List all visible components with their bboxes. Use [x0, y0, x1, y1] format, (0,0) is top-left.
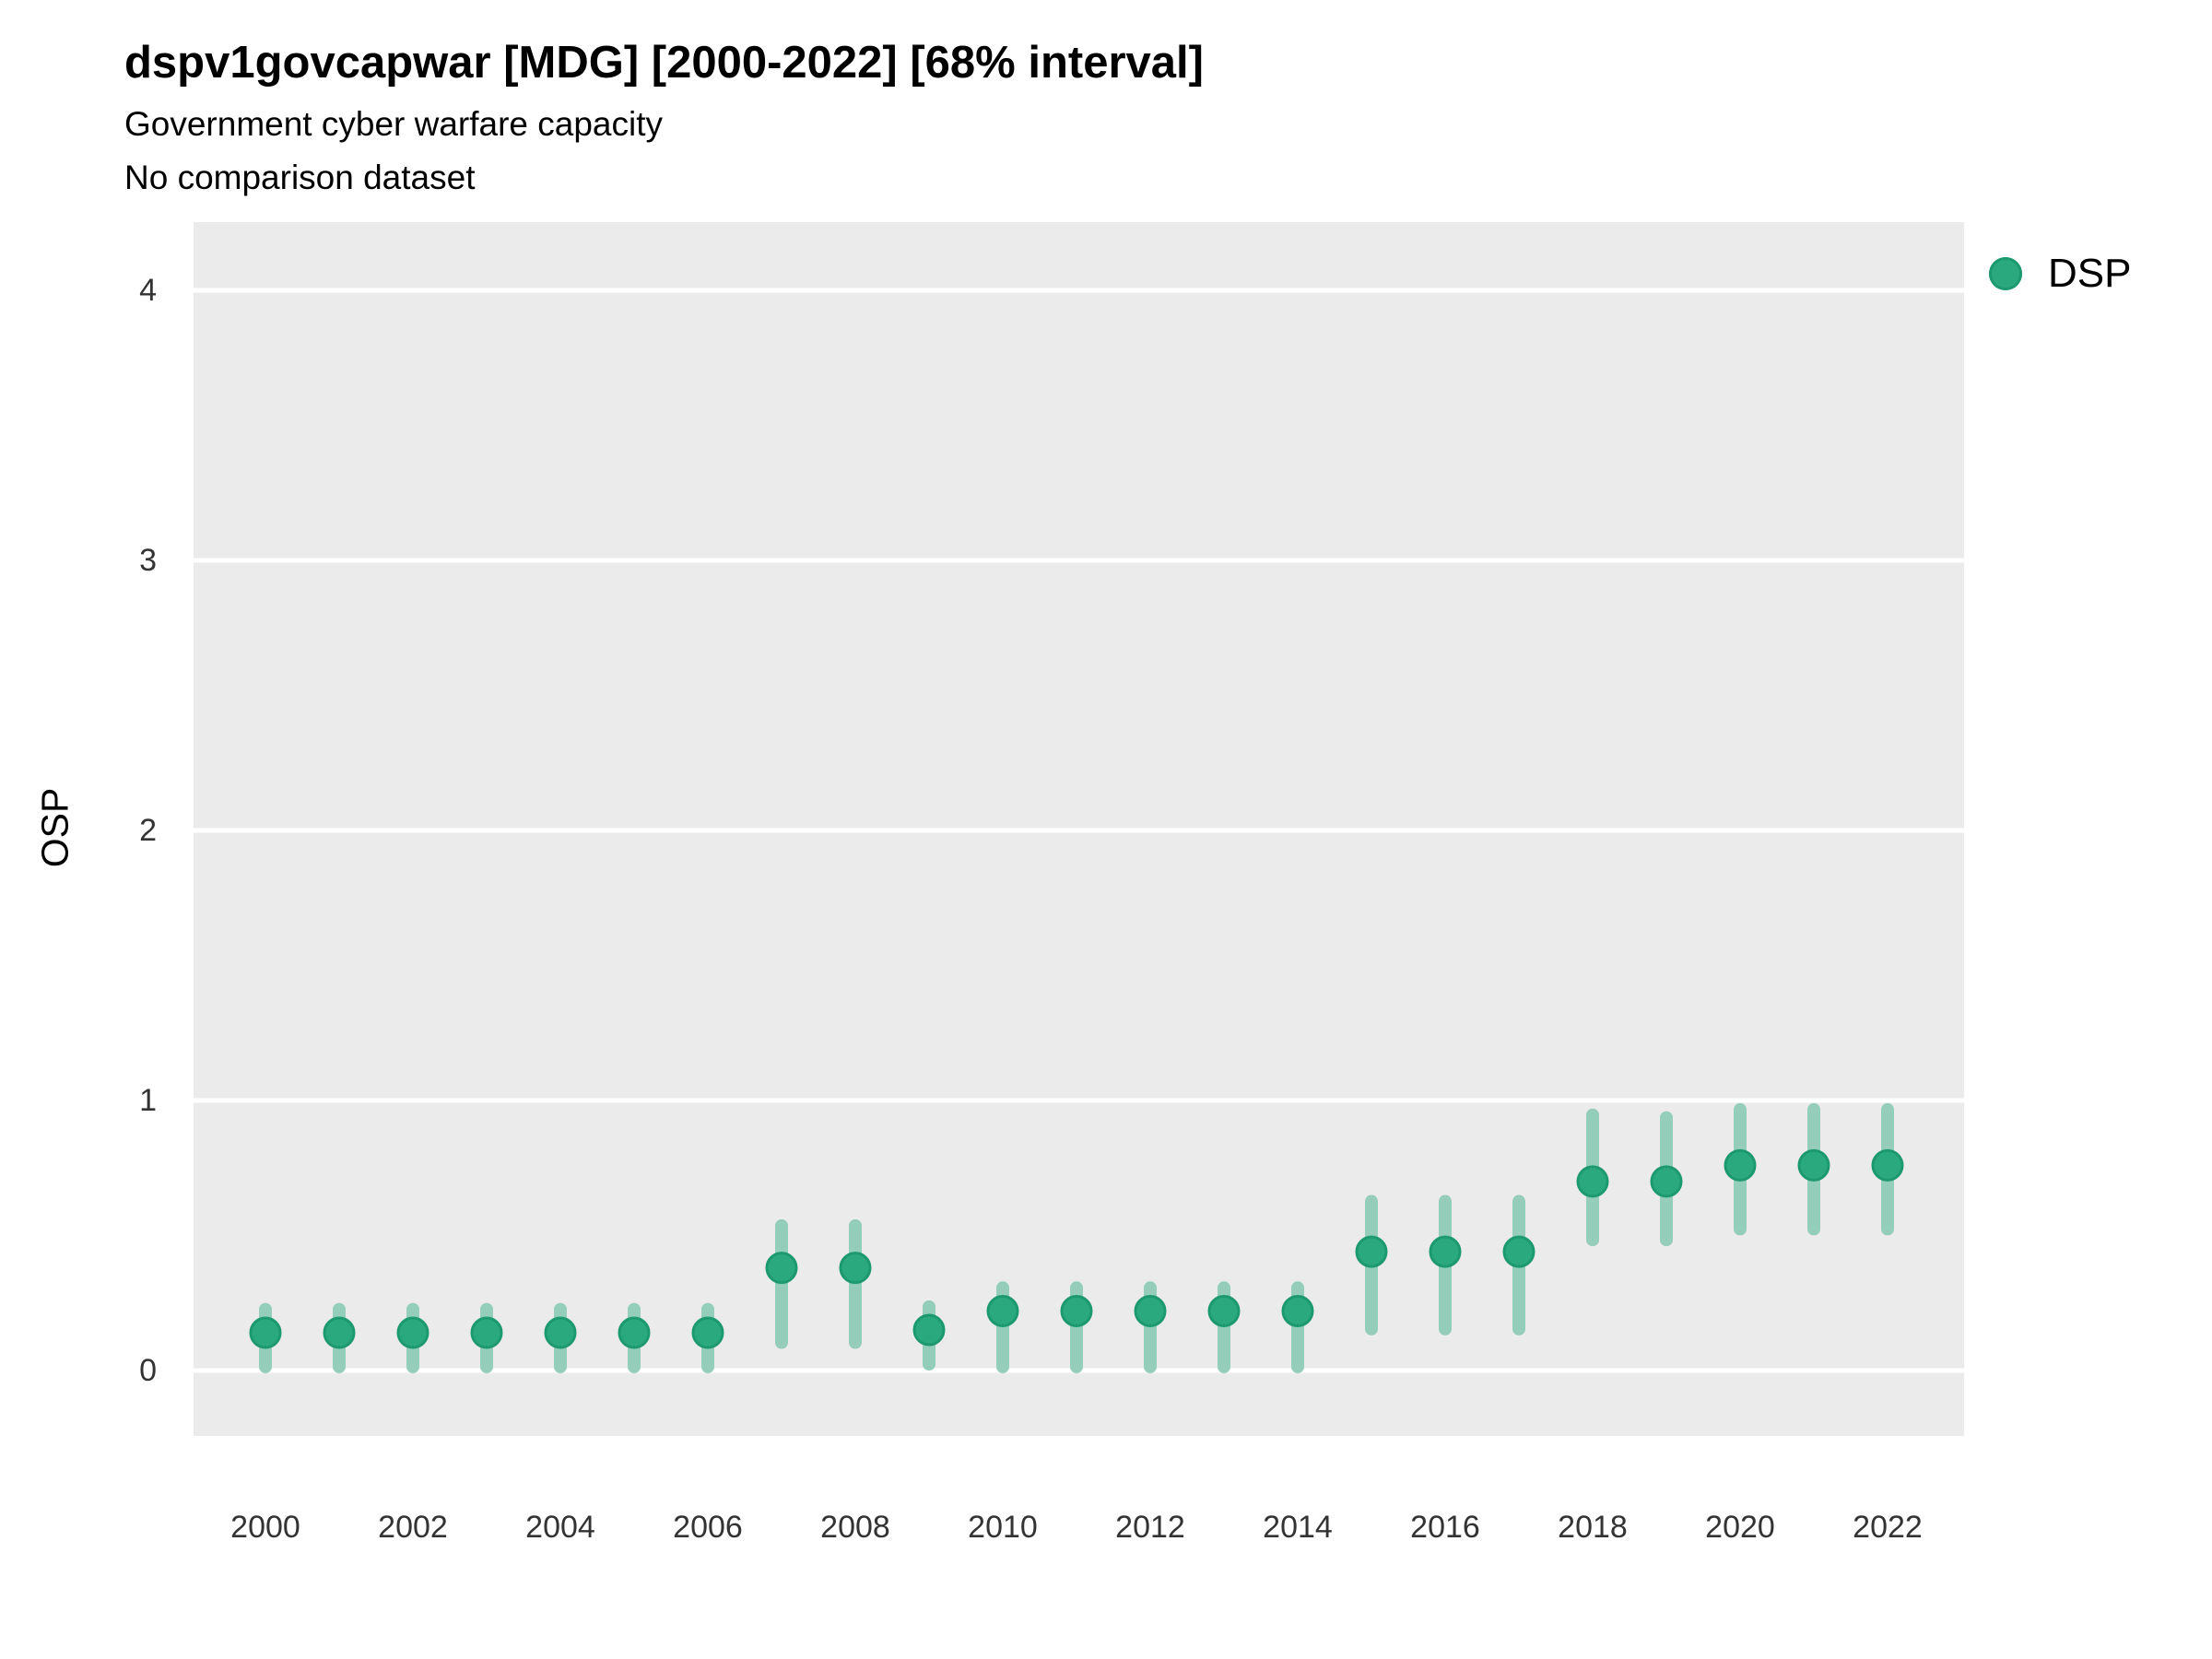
chart-note: No comparison dataset — [124, 159, 476, 196]
data-point — [1207, 1295, 1241, 1328]
gridline-y-3 — [194, 558, 1964, 563]
x-tick-label-2012: 2012 — [1115, 1510, 1185, 1545]
x-tick-label-2016: 2016 — [1410, 1510, 1480, 1545]
data-point — [1281, 1295, 1314, 1328]
data-point — [765, 1252, 798, 1285]
x-tick-label-2020: 2020 — [1705, 1510, 1775, 1545]
x-tick-label-2014: 2014 — [1263, 1510, 1333, 1545]
x-tick-label-2022: 2022 — [1853, 1510, 1923, 1545]
data-point — [1502, 1235, 1535, 1268]
x-tick-label-2018: 2018 — [1558, 1510, 1628, 1545]
x-tick-label-2000: 2000 — [230, 1510, 300, 1545]
data-point — [323, 1316, 356, 1349]
data-point — [1134, 1295, 1167, 1328]
x-tick-label-2002: 2002 — [378, 1510, 448, 1545]
interval-bar — [775, 1218, 788, 1349]
data-point — [1060, 1295, 1093, 1328]
data-point — [1576, 1165, 1609, 1198]
x-tick-label-2008: 2008 — [820, 1510, 890, 1545]
chart-title: dspv1govcapwar [MDG] [2000-2022] [68% in… — [124, 38, 1204, 88]
x-tick-label-2004: 2004 — [525, 1510, 595, 1545]
data-point — [691, 1316, 724, 1349]
data-point — [986, 1295, 1019, 1328]
x-tick-label-2006: 2006 — [673, 1510, 743, 1545]
data-point — [1650, 1165, 1683, 1198]
legend: DSP — [1989, 251, 2131, 297]
y-tick-label-0: 0 — [139, 1353, 157, 1388]
data-point — [396, 1316, 429, 1349]
data-point — [470, 1316, 503, 1349]
data-point — [1871, 1148, 1904, 1182]
data-point — [912, 1313, 946, 1347]
gridline-y-4 — [194, 288, 1964, 293]
data-point — [1355, 1235, 1388, 1268]
data-point — [1429, 1235, 1462, 1268]
x-tick-label-2010: 2010 — [968, 1510, 1038, 1545]
gridline-y-2 — [194, 828, 1964, 833]
y-tick-label-2: 2 — [139, 813, 157, 848]
legend-label-dsp: DSP — [2048, 251, 2132, 296]
y-tick-label-4: 4 — [139, 273, 157, 308]
data-point — [839, 1252, 872, 1285]
interval-bar — [849, 1218, 862, 1349]
data-point — [1724, 1148, 1757, 1182]
dsp-legend-swatch-icon — [1989, 257, 2022, 290]
y-tick-label-1: 1 — [139, 1083, 157, 1118]
y-tick-label-3: 3 — [139, 543, 157, 578]
chart-subtitle: Government cyber warfare capacity — [124, 105, 664, 143]
data-point — [249, 1316, 282, 1349]
data-point — [1797, 1148, 1830, 1182]
data-point — [544, 1316, 577, 1349]
gridline-y-1 — [194, 1098, 1964, 1103]
data-point — [618, 1316, 651, 1349]
